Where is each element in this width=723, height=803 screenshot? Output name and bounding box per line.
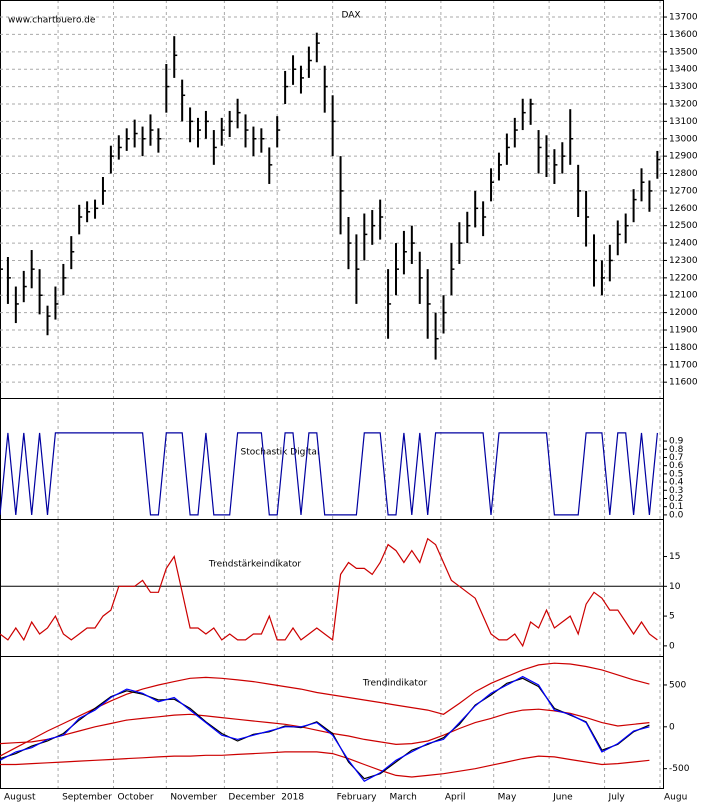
panel-title: DAX [341,11,360,21]
y-tick-label: 12000 [669,308,698,318]
y-tick-label: 10 [669,582,681,592]
series-line [0,675,650,782]
y-tick-label: 13400 [669,65,698,75]
x-tick-label: March [389,793,416,803]
y-tick-label: 0.7 [669,453,683,463]
y-tick-label: 12400 [669,239,698,249]
y-tick-label: 15 [669,552,680,562]
panel-title: Stochastik Digital [241,448,320,458]
x-tick-label: 2018 [281,793,304,803]
series-line [0,662,650,757]
y-tick-label: 12700 [669,186,698,196]
y-tick-label: 13500 [669,47,698,57]
y-tick-label: -500 [669,764,690,774]
series-line [0,537,658,648]
series-line [0,708,650,746]
x-tick-label: February [337,793,378,803]
y-tick-label: 11800 [669,343,698,353]
y-tick-label: 12500 [669,221,698,231]
y-tick-label: 0.2 [669,494,683,504]
source: www.chartbuero.de [8,16,96,26]
y-tick-label: 13700 [669,13,698,23]
y-tick-label: 0.8 [669,445,684,455]
y-tick-label: 5 [669,612,675,622]
y-tick-label: 0.5 [669,469,683,479]
y-tick-label: 12900 [669,152,698,162]
y-tick-label: 11600 [669,378,698,388]
y-tick-label: 0.9 [669,437,684,447]
y-tick-label: 13000 [669,134,698,144]
y-tick-label: 0.0 [669,510,684,520]
x-tick-label: Augu [664,793,687,803]
x-tick-label: December [228,793,275,803]
x-tick-label: July [608,793,626,803]
series-line [0,432,658,516]
panel-title: Trendindikator [362,679,428,689]
y-tick-label: 0.4 [669,478,684,488]
panel-title: Trendstärkeindikator [208,560,302,570]
x-tick-label: August [4,793,36,803]
x-tick-label: April [445,793,466,803]
y-tick-label: 13300 [669,82,698,92]
y-tick-label: 0 [669,641,675,651]
y-tick-label: 0 [669,722,675,732]
y-tick-label: 12800 [669,169,698,179]
y-tick-label: 12600 [669,204,698,214]
y-tick-label: 12100 [669,291,698,301]
y-tick-label: 12300 [669,256,698,266]
y-tick-label: 13100 [669,117,698,127]
series-line [0,751,650,778]
y-tick-label: 13200 [669,99,698,109]
x-tick-label: November [170,793,217,803]
y-tick-label: 13600 [669,30,698,40]
x-tick-label: September [62,793,112,803]
y-tick-label: 11900 [669,326,698,336]
y-tick-label: 0.3 [669,486,683,496]
panel-border [0,656,664,789]
y-tick-label: 12200 [669,273,698,283]
y-tick-label: 500 [669,680,686,690]
y-tick-label: 0.1 [669,502,683,512]
y-tick-label: 0.6 [669,461,684,471]
x-tick-label: May [498,793,517,803]
y-tick-label: 11700 [669,360,698,370]
x-tick-label: June [552,793,573,803]
x-tick-label: October [118,793,154,803]
